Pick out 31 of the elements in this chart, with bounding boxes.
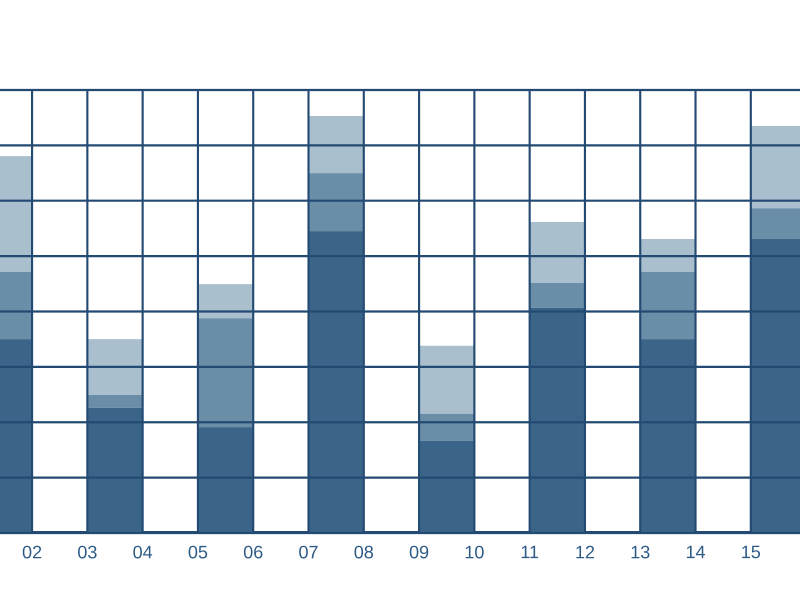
bar [308, 116, 364, 174]
x-tick-label: 05 [188, 546, 208, 558]
x-tick-label: 02 [22, 546, 42, 558]
x-tick-label: 06 [244, 546, 262, 558]
x-tick-label: 11 [522, 546, 538, 558]
bar [530, 222, 585, 283]
x-tick-label: 14 [686, 546, 706, 558]
bar [198, 318, 254, 428]
bar [419, 346, 474, 414]
x-tick-label: 10 [466, 546, 484, 558]
bar [198, 427, 254, 533]
x-tick-label: 12 [576, 546, 594, 558]
x-tick-label: 13 [632, 546, 650, 558]
x-tick-label: 03 [78, 546, 97, 558]
bar [530, 282, 585, 308]
bar [640, 272, 696, 340]
x-tick-label: 15 [742, 546, 760, 558]
bar [87, 408, 143, 533]
bar [530, 308, 585, 533]
x-tick-label: 04 [133, 546, 152, 558]
bar [308, 231, 364, 533]
bar [87, 339, 143, 395]
bar [87, 394, 143, 408]
bar [419, 440, 474, 533]
x-tick-label: 07 [299, 546, 318, 558]
bar [198, 284, 254, 318]
x-tick-label: 09 [410, 546, 428, 558]
x-tick-label: 08 [354, 546, 374, 558]
bar [640, 239, 696, 272]
bar [640, 339, 696, 533]
bar [308, 173, 364, 232]
